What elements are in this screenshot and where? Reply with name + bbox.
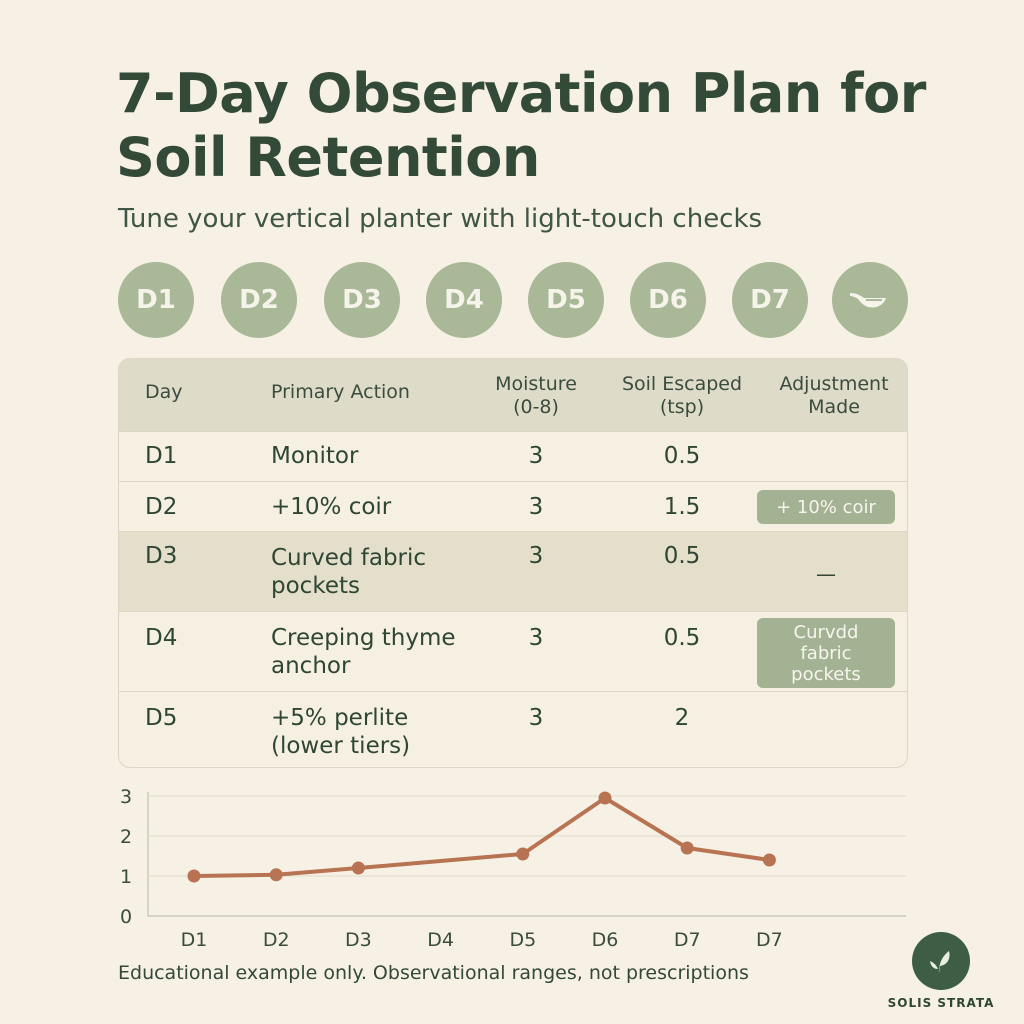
table-row: D4 Creeping thyme anchor 3 0.5 Curvdd fa… (119, 611, 907, 691)
row-soil: 0.5 (663, 543, 701, 569)
y-tick-label: 1 (120, 866, 132, 888)
header-moisture: Moisture (0-8) (495, 373, 577, 418)
row-moisture: 3 (528, 705, 544, 731)
row-moisture: 3 (528, 494, 544, 520)
data-point (187, 869, 201, 883)
table-header: Day Primary Action Moisture (0-8) Soil E… (119, 359, 907, 431)
table-row: D2 +10% coir 3 1.5 + 10% coir (119, 481, 907, 531)
data-point (598, 791, 612, 805)
adjustment-badge: + 10% coir (757, 490, 895, 524)
y-tick-label: 2 (120, 826, 132, 848)
row-soil: 1.5 (663, 494, 701, 520)
brand-name: SOLIS STRATA (887, 996, 995, 1010)
observation-table: Day Primary Action Moisture (0-8) Soil E… (118, 358, 908, 768)
page-title: 7-Day Observation Plan for Soil Retentio… (116, 62, 926, 189)
x-tick-label: D6 (592, 929, 619, 951)
x-tick-label: D7 (756, 929, 783, 951)
table-row: D1 Monitor 3 0.5 (119, 431, 907, 481)
row-action: Monitor (271, 443, 359, 469)
y-tick-label: 3 (120, 786, 132, 808)
row-action: Creeping thyme anchor (271, 625, 456, 679)
day-chip-d5[interactable]: D5 (528, 262, 604, 338)
table-row: D5 +5% perlite (lower tiers) 3 2 (119, 691, 907, 767)
row-day: D2 (145, 494, 178, 520)
data-point (351, 861, 365, 875)
day-chip-d4[interactable]: D4 (426, 262, 502, 338)
row-day: D4 (145, 625, 178, 651)
row-soil: 2 (674, 705, 690, 731)
x-tick-label: D4 (427, 929, 454, 951)
day-chip-d6[interactable]: D6 (630, 262, 706, 338)
row-action: Curved fabric pockets (271, 545, 427, 599)
row-day: D3 (145, 543, 178, 569)
day-chip-d7[interactable]: D7 (732, 262, 808, 338)
row-moisture: 3 (528, 443, 544, 469)
x-tick-label: D3 (345, 929, 372, 951)
data-point (269, 868, 283, 882)
row-action: +10% coir (271, 494, 392, 520)
trowel-icon (850, 293, 886, 308)
series-line (193, 796, 770, 878)
sprout-icon (930, 951, 950, 973)
soil-escaped-line-chart: 0 1 2 3 D1 D2 D3 D4 D5 D6 D7 D7 (120, 786, 906, 951)
row-day: D5 (145, 705, 178, 731)
data-point (762, 853, 776, 867)
data-point (516, 847, 530, 861)
day-chip-extra[interactable] (832, 262, 908, 338)
day-chip-d2[interactable]: D2 (221, 262, 297, 338)
y-tick-label: 0 (120, 906, 132, 928)
x-tick-label: D7 (674, 929, 701, 951)
table-row: D3 Curved fabric pockets 3 0.5 — (119, 531, 907, 611)
row-day: D1 (145, 443, 178, 469)
header-adjustment: Adjustment Made (779, 373, 889, 418)
adjustment-empty-dash: — (816, 562, 836, 586)
row-soil: 0.5 (663, 625, 701, 651)
row-moisture: 3 (528, 543, 544, 569)
header-day: Day (145, 381, 183, 403)
row-moisture: 3 (528, 625, 544, 651)
header-action: Primary Action (271, 381, 410, 403)
x-tick-label: D1 (181, 929, 208, 951)
x-tick-label: D5 (509, 929, 536, 951)
row-action: +5% perlite (lower tiers) (271, 705, 411, 759)
row-soil: 0.5 (663, 443, 701, 469)
day-chip-d1[interactable]: D1 (118, 262, 194, 338)
x-tick-label: D2 (263, 929, 290, 951)
disclaimer-footnote: Educational example only. Observational … (118, 962, 749, 984)
adjustment-badge: Curvdd fabric pockets (757, 618, 895, 688)
brand-logo (912, 932, 970, 990)
day-chip-d3[interactable]: D3 (324, 262, 400, 338)
header-soil: Soil Escaped (tsp) (621, 373, 743, 418)
page-subtitle: Tune your vertical planter with light-to… (118, 204, 763, 234)
data-point (680, 841, 694, 855)
